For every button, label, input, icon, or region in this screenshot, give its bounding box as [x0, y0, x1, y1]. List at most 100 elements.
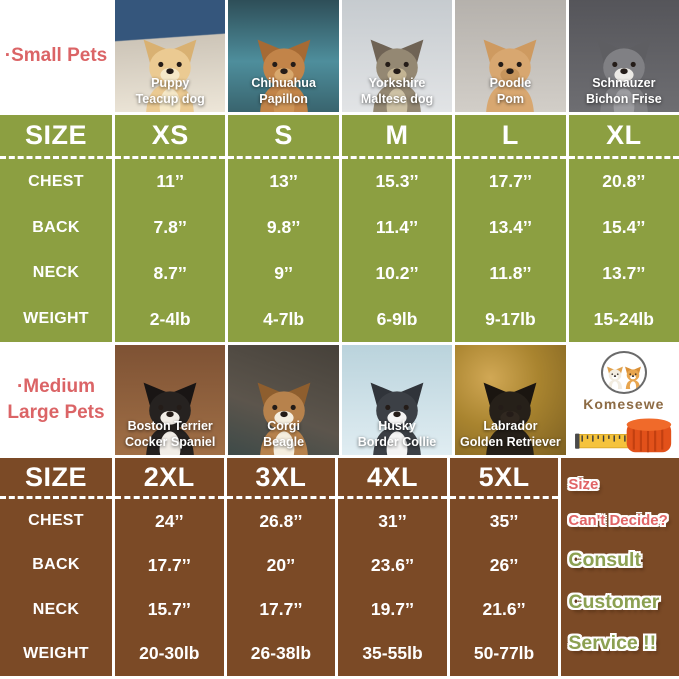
photo-poodle-pom: Poodle Pom [455, 0, 566, 112]
photo-label-line: Maltese dog [360, 91, 434, 106]
chest-value-cell: 35’’ [489, 510, 519, 531]
table-label-column: SIZE CHEST BACK NECK WEIGHT [0, 115, 112, 342]
size-column-s: S 13’’ 9.8’’ 9’’ 4-7lb [228, 115, 339, 342]
customer-service-note: Size Can't Decide? Consult Customer Serv… [561, 458, 679, 676]
size-header-cell: SIZE [0, 115, 112, 159]
section-label-line: ·Small Pets [4, 45, 108, 67]
size-column-4xl: 4XL 31’’ 23.6’’ 19.7’’ 35-55lb [338, 458, 447, 676]
weight-value-cell: 2-4lb [149, 308, 191, 329]
size-name-cell: M [341, 115, 453, 159]
neck-value-cell: 17.7’’ [259, 599, 303, 620]
note-line: Can't Decide? [568, 512, 668, 530]
photo-label: Chihuahua Papillon [228, 75, 338, 108]
chest-value-cell: 20.8’’ [602, 171, 646, 192]
small-pets-size-table: SIZE CHEST BACK NECK WEIGHT XS 11’’ 7.8’… [0, 115, 679, 342]
row-label-back: BACK [32, 218, 80, 236]
chest-value-cell: 15.3’’ [375, 171, 419, 192]
size-name-cell: L [455, 115, 566, 159]
photo-label-line: Chihuahua [251, 75, 316, 90]
photo-label-line: Labrador [483, 418, 538, 433]
weight-value-cell: 9-17lb [485, 308, 536, 329]
section-label-line: ·Medium [16, 376, 96, 398]
photo-label-line: Schnauzer [592, 75, 656, 90]
weight-value-cell: 6-9lb [376, 308, 418, 329]
chest-value-cell: 24’’ [155, 510, 184, 531]
row-label-chest: CHEST [28, 512, 84, 530]
size-name-cell: 3XL [226, 458, 336, 499]
row-label-weight: WEIGHT [23, 644, 89, 662]
back-value-cell: 26’’ [489, 554, 519, 575]
size-name-cell: XS [115, 115, 226, 159]
medium-large-pets-photo-row: ·Medium Large Pets Boston Terrier Cocker … [0, 345, 679, 455]
photo-husky-border-collie: Husky Border Collie [341, 345, 453, 455]
size-column-xs: XS 11’’ 7.8’’ 8.7’’ 2-4lb [115, 115, 226, 342]
brand-dogs-badge-icon [600, 351, 647, 395]
neck-value-cell: 13.7’’ [602, 262, 646, 283]
measuring-tape-icon [574, 418, 671, 453]
neck-value-cell: 8.7’’ [153, 262, 187, 283]
photo-label-line: Corgi [267, 418, 300, 433]
photo-boston-terrier-cocker-spaniel: Boston Terrier Cocker Spaniel [115, 345, 226, 455]
weight-value-cell: 20-30lb [139, 643, 200, 664]
photo-label-line: Beagle [263, 434, 305, 449]
size-column-l: L 17.7’’ 13.4’’ 11.8’’ 9-17lb [455, 115, 566, 342]
neck-value-cell: 15.7’’ [147, 599, 191, 620]
photo-label: Labrador Golden Retriever [455, 418, 565, 451]
size-name-cell: 4XL [338, 458, 447, 499]
corgi-icon [621, 362, 645, 392]
neck-value-cell: 11.8’’ [489, 262, 532, 283]
photo-label-line: Pom [496, 91, 524, 106]
size-column-5xl: 5XL 35’’ 26’’ 21.6’’ 50-77lb [449, 458, 559, 676]
photo-label: Husky Border Collie [342, 418, 452, 451]
photo-label: Schnauzer Bichon Frise [569, 75, 679, 108]
photo-labrador-golden-retriever: Labrador Golden Retriever [455, 345, 566, 455]
photo-label-line: Boston Terrier [127, 418, 213, 433]
note-line: Consult [568, 549, 641, 572]
chest-value-cell: 17.7’’ [488, 171, 532, 192]
chest-value-cell: 31’’ [378, 510, 407, 531]
chest-value-cell: 13’’ [269, 171, 298, 192]
photo-label-line: Golden Retriever [460, 434, 561, 449]
photo-puppy-teacup-dog: Puppy Teacup dog [115, 0, 226, 112]
photo-chihuahua-papillon: Chihuahua Papillon [228, 0, 339, 112]
back-value-cell: 20’’ [266, 554, 296, 575]
size-column-3xl: 3XL 26.8’’ 20’’ 17.7’’ 26-38lb [226, 458, 336, 676]
neck-value-cell: 21.6’’ [482, 599, 526, 620]
back-value-cell: 9.8’’ [266, 217, 301, 238]
photo-label: Boston Terrier Cocker Spaniel [115, 418, 225, 451]
size-name-cell: XL [568, 115, 679, 159]
size-name-cell: 2XL [115, 458, 224, 499]
size-column-m: M 15.3’’ 11.4’’ 10.2’’ 6-9lb [341, 115, 453, 342]
photo-label-line: Bichon Frise [585, 91, 662, 106]
back-value-cell: 17.7’’ [147, 554, 191, 575]
photo-corgi-beagle: Corgi Beagle [228, 345, 339, 455]
weight-value-cell: 50-77lb [473, 643, 535, 664]
medium-large-pets-size-table: SIZE CHEST BACK NECK WEIGHT 2XL 24’’ 17.… [0, 458, 679, 676]
photo-label: Poodle Pom [455, 75, 565, 108]
photo-label-line: Teacup dog [135, 91, 205, 106]
back-value-cell: 15.4’’ [602, 217, 646, 238]
photo-label-line: Papillon [259, 91, 308, 106]
small-pets-section-label: ·Small Pets [0, 0, 112, 112]
medium-large-pets-section-label: ·Medium Large Pets [0, 345, 112, 455]
back-value-cell: 23.6’’ [370, 554, 415, 575]
chest-value-cell: 11’’ [156, 171, 184, 192]
photo-label: Yorkshire Maltese dog [342, 75, 452, 108]
photo-label-line: Poodle [489, 75, 532, 90]
neck-value-cell: 19.7’’ [370, 599, 415, 620]
row-label-back: BACK [32, 556, 80, 574]
chest-value-cell: 26.8’’ [259, 510, 303, 531]
row-label-weight: WEIGHT [23, 310, 89, 328]
photo-schnauzer-bichon: Schnauzer Bichon Frise [568, 0, 679, 112]
note-line: Customer [568, 590, 660, 613]
table-label-column: SIZE CHEST BACK NECK WEIGHT [0, 458, 112, 676]
photo-label-line: Puppy [151, 75, 190, 90]
note-line: Size [568, 475, 599, 493]
back-value-cell: 13.4’’ [488, 217, 532, 238]
weight-value-cell: 15-24lb [593, 308, 654, 329]
row-label-neck: NECK [32, 264, 80, 282]
section-label-line: Large Pets [7, 402, 105, 423]
weight-value-cell: 26-38lb [250, 643, 312, 664]
brand-logo-cell: Komesewe [568, 345, 679, 455]
